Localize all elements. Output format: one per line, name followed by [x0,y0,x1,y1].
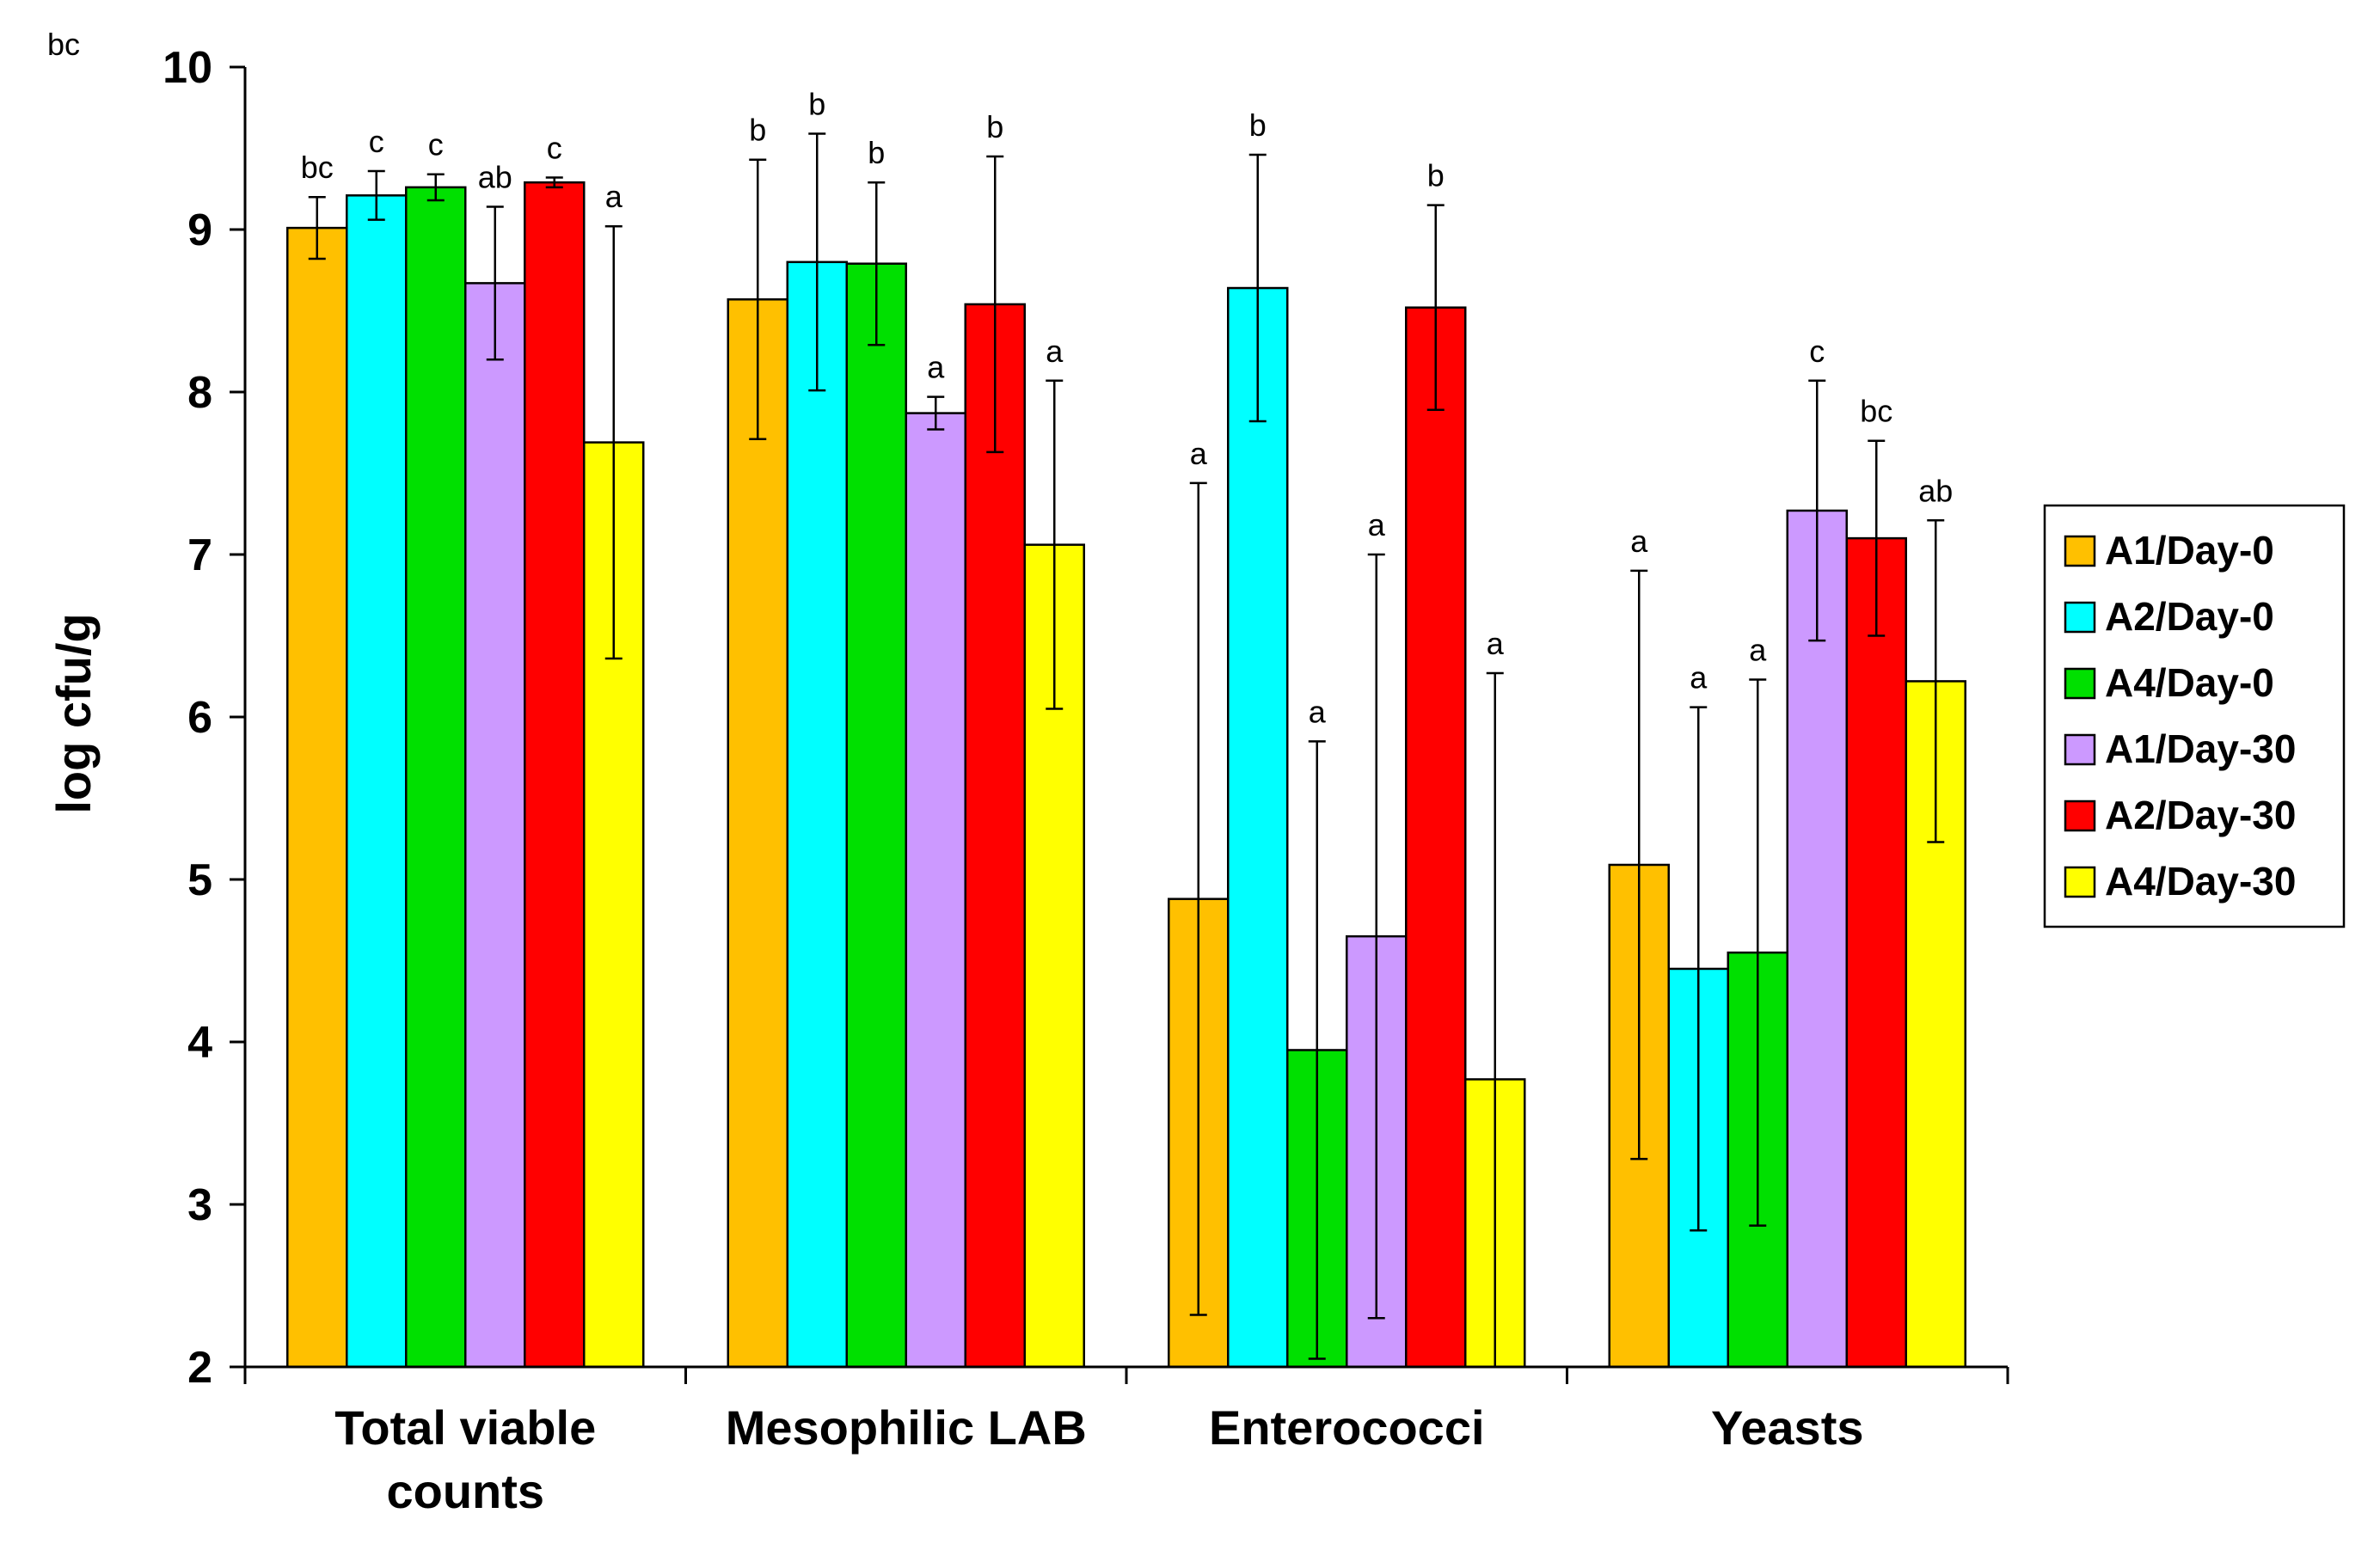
legend-entry: A2/Day-0 [2105,594,2274,639]
x-tick-label: Enterococci [1209,1400,1485,1455]
significance-letter: c [547,131,562,166]
significance-letter: a [1487,626,1505,661]
y-tick-label: 7 [187,530,212,580]
legend-entry: A1/Day-0 [2105,528,2274,573]
y-tick-label: 8 [187,368,212,418]
significance-letter: c [369,124,384,159]
bar [1845,536,1907,1369]
legend-entry: A4/Day-0 [2105,660,2274,705]
significance-letter: ab [478,160,512,195]
significance-letter: c [428,127,444,162]
bar [727,298,788,1369]
legend-entry: A2/Day-30 [2105,793,2296,837]
y-tick-label: 2 [187,1343,212,1393]
y-tick-label: 10 [163,43,212,93]
legend-swatch [2064,800,2096,832]
legend-swatch [2064,866,2096,898]
significance-letter: a [605,179,623,214]
significance-letter: c [1809,334,1825,369]
bar [905,412,966,1369]
x-tick-label: Mesophilic LAB [726,1400,1087,1455]
bar [524,181,586,1369]
significance-letter: b [1249,107,1267,143]
legend-box [2043,504,2346,928]
axes-layer: 2 3 4 5 6 7 8 9 10 Total viable counts Mesophilic L… [163,43,2009,1518]
bar [405,186,467,1369]
x-tick-label: Total viable counts [334,1400,596,1518]
y-tick-label: 5 [187,855,212,905]
significance-letter: bc [1860,394,1892,429]
x-tick-label: Yeasts [1711,1400,1864,1455]
significance-letter: b [808,86,825,121]
corner-label: bc [47,27,80,62]
bar [286,226,348,1369]
significance-letter: a [1190,436,1208,471]
significance-letter: a [1309,694,1327,729]
significance-letter: b [749,113,766,148]
bar [1227,286,1289,1369]
significance-letter: a [1368,507,1386,542]
y-tick-label: 6 [187,693,212,743]
y-axis-label: log cfu/g [46,613,101,813]
significance-letter: bc [301,150,334,185]
significance-letter: a [1749,633,1767,668]
legend: A1/Day-0 A2/Day-0 A4/Day-0 A1/Day-30 A2/Day-… [2043,504,2346,928]
bar [786,260,848,1369]
significance-letter: b [1427,158,1445,193]
legend-entry: A4/Day-30 [2105,859,2296,904]
legend-swatch [2064,733,2096,766]
significance-letter: a [1630,524,1648,559]
legend-entry: A1/Day-30 [2105,726,2296,771]
y-tick-label: 9 [187,205,212,255]
significance-letter: ab [1918,473,1953,508]
bar [964,303,1026,1369]
bar [1405,306,1467,1369]
legend-swatch [2064,601,2096,634]
significance-letter: a [1690,660,1708,695]
bars-layer: bc b a a c b b a c b a a ab a a c c b b bc a a a ab [286,86,1966,1369]
legend-swatch [2064,667,2096,700]
legend-swatch [2064,535,2096,567]
y-tick-label: 4 [187,1018,212,1068]
significance-letter: b [868,135,885,170]
significance-letter: b [986,109,1003,144]
bar [464,282,526,1369]
significance-letter: a [1046,334,1064,369]
bar [845,262,907,1369]
bar [346,194,408,1369]
significance-letter: a [927,350,945,385]
y-tick-label: 3 [187,1180,212,1230]
